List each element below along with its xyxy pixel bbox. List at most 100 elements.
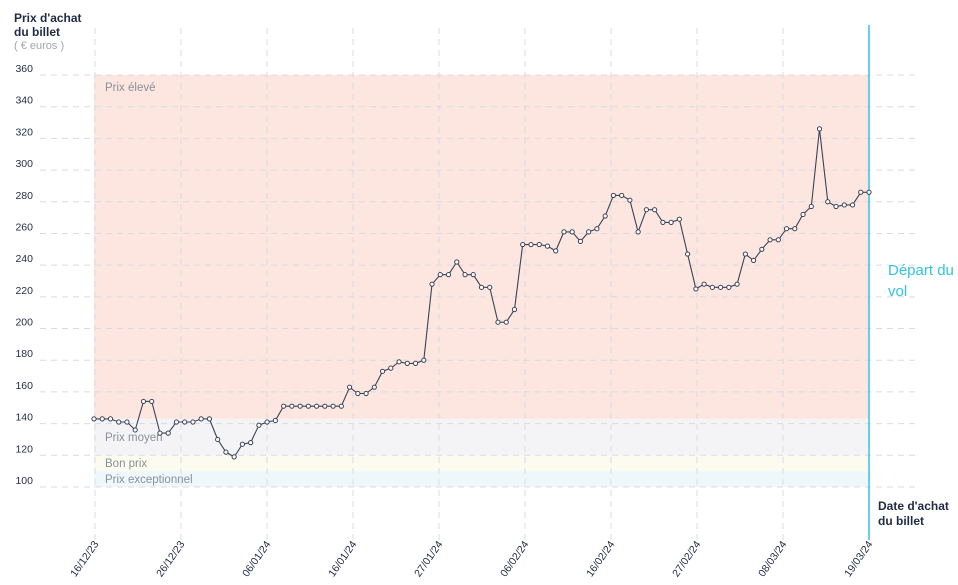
y-tick-label: 200 — [15, 317, 33, 329]
price-point — [495, 319, 501, 325]
price-point — [825, 199, 831, 205]
x-tick-label: 16/12/23 — [68, 539, 101, 579]
price-point — [322, 403, 328, 409]
x-tick-label: 27/02/24 — [670, 539, 703, 579]
price-point — [561, 229, 567, 235]
y-tick-label: 260 — [15, 221, 33, 233]
x-axis-title: Date d'achat du billet — [878, 499, 949, 528]
price-point — [577, 238, 584, 244]
price-point — [685, 251, 691, 257]
price-point — [849, 202, 856, 208]
zone-band — [94, 75, 869, 419]
price-point — [173, 419, 180, 425]
y-tick-label: 300 — [15, 158, 33, 170]
x-axis-ticks: 16/12/23 26/12/23 06/01/24 16/01/24 27/01/24… — [68, 539, 875, 579]
y-tick-label: 240 — [15, 253, 33, 265]
price-point — [717, 284, 724, 290]
price-point — [775, 237, 781, 243]
price-point — [635, 229, 641, 235]
price-point — [140, 398, 147, 405]
price-point — [462, 272, 468, 278]
price-point — [346, 384, 353, 390]
price-point — [404, 360, 410, 366]
price-point — [437, 272, 443, 278]
price-point — [610, 192, 617, 199]
price-point — [858, 189, 864, 195]
price-point — [676, 216, 682, 222]
price-point — [536, 241, 542, 248]
x-tick-label: 16/02/24 — [584, 539, 617, 579]
price-point — [602, 213, 608, 219]
price-point — [388, 365, 394, 371]
price-point — [759, 246, 765, 252]
price-point — [396, 359, 402, 365]
price-point — [511, 306, 518, 313]
y-tick-label: 280 — [15, 190, 33, 202]
y-tick-label: 220 — [15, 285, 33, 297]
price-point — [520, 241, 526, 248]
price-point — [627, 197, 633, 203]
price-point — [454, 259, 460, 265]
price-point — [569, 229, 575, 235]
y-tick-label: 120 — [15, 443, 33, 455]
price-point — [190, 419, 196, 425]
price-point — [783, 226, 790, 232]
price-point — [264, 419, 270, 425]
price-point — [478, 284, 485, 290]
price-point — [239, 441, 246, 447]
price-point — [445, 272, 452, 278]
price-point — [544, 243, 551, 249]
price-point — [619, 192, 625, 199]
price-point — [701, 281, 707, 287]
x-tick-label: 06/02/24 — [498, 539, 531, 579]
price-point — [709, 284, 715, 290]
price-point — [668, 219, 674, 225]
price-point — [99, 416, 105, 422]
price-point — [652, 207, 658, 213]
price-point — [792, 226, 798, 232]
y-tick-label: 340 — [15, 95, 33, 107]
price-point — [742, 251, 748, 257]
price-point — [297, 403, 303, 409]
price-point — [157, 430, 163, 436]
price-point — [767, 237, 773, 243]
y-tick-label: 160 — [15, 380, 33, 392]
price-point — [421, 357, 427, 363]
price-point — [553, 248, 559, 254]
x-tick-label: 19/03/24 — [842, 539, 875, 579]
price-point — [206, 416, 213, 422]
price-point — [281, 403, 287, 409]
price-point — [314, 403, 320, 409]
price-point — [198, 416, 204, 422]
price-point — [338, 403, 344, 409]
price-series — [91, 126, 872, 460]
x-tick-label: 08/03/24 — [756, 539, 789, 579]
price-point — [305, 403, 311, 409]
price-point — [124, 419, 130, 425]
price-point — [693, 286, 699, 292]
y-axis-ticks: 100 120 140 160 180 200 220 240 260 280 300 320 340 3… — [15, 63, 33, 487]
price-point — [594, 226, 600, 232]
price-point — [866, 189, 872, 195]
price-point — [379, 368, 386, 374]
price-point — [248, 440, 254, 446]
zone-band — [94, 455, 869, 472]
zone-label: Prix exceptionnel — [105, 474, 193, 486]
price-point — [470, 272, 476, 278]
price-point — [231, 454, 237, 460]
price-point — [91, 416, 97, 422]
zone-label: Prix élevé — [105, 82, 156, 94]
price-point — [223, 449, 229, 455]
price-point — [429, 281, 435, 287]
y-tick-label: 140 — [15, 412, 33, 424]
price-point — [371, 384, 377, 390]
price-point — [841, 202, 847, 208]
price-point — [808, 203, 814, 210]
x-tick-label: 27/01/24 — [412, 539, 445, 579]
price-point — [750, 257, 757, 263]
price-point — [330, 403, 336, 409]
price-point — [132, 427, 138, 433]
price-point — [586, 229, 592, 235]
price-point — [800, 211, 806, 218]
